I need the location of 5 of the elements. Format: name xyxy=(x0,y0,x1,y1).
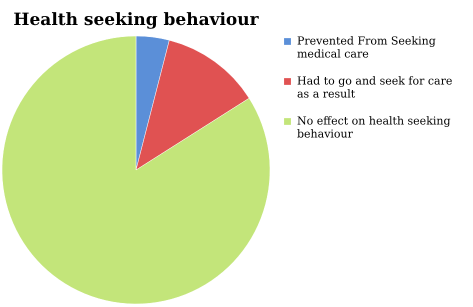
legend-label: Prevented From Seeking medical care xyxy=(297,34,436,60)
pie-slice xyxy=(136,40,250,170)
legend-label: Had to go and seek for care as a result xyxy=(297,74,452,100)
chart-title: Health seeking behaviour xyxy=(13,10,260,30)
legend-label: No effect on health seeking behaviour xyxy=(297,114,451,140)
